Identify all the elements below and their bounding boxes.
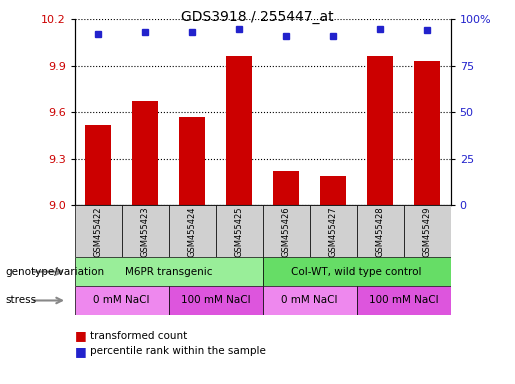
Bar [356, 205, 404, 257]
Bar [168, 286, 263, 315]
Text: GSM455428: GSM455428 [375, 206, 385, 257]
Bar [273, 171, 299, 205]
Text: 100 mM NaCl: 100 mM NaCl [369, 295, 438, 306]
Text: GSM455423: GSM455423 [141, 206, 150, 257]
Bar [216, 205, 263, 257]
Text: ■: ■ [75, 329, 87, 343]
Bar [226, 56, 252, 205]
Text: GSM455429: GSM455429 [423, 206, 432, 257]
Text: 0 mM NaCl: 0 mM NaCl [93, 295, 150, 306]
Bar [75, 286, 168, 315]
Text: M6PR transgenic: M6PR transgenic [125, 266, 212, 277]
Text: GSM455427: GSM455427 [329, 206, 338, 257]
Bar [75, 257, 263, 286]
Text: transformed count: transformed count [90, 331, 187, 341]
Bar [310, 205, 356, 257]
Bar [75, 205, 122, 257]
Text: 0 mM NaCl: 0 mM NaCl [281, 295, 338, 306]
Bar [122, 205, 168, 257]
Text: 100 mM NaCl: 100 mM NaCl [181, 295, 250, 306]
Text: GSM455422: GSM455422 [94, 206, 102, 257]
Bar [263, 286, 356, 315]
Bar [263, 257, 451, 286]
Text: GSM455425: GSM455425 [235, 206, 244, 257]
Bar [263, 205, 310, 257]
Bar [367, 56, 393, 205]
Bar [132, 101, 158, 205]
Bar [414, 61, 440, 205]
Bar [404, 205, 451, 257]
Text: stress: stress [5, 295, 36, 306]
Bar [356, 286, 451, 315]
Text: GSM455426: GSM455426 [282, 206, 290, 257]
Text: GDS3918 / 255447_at: GDS3918 / 255447_at [181, 10, 334, 23]
Text: ■: ■ [75, 345, 87, 358]
Text: genotype/variation: genotype/variation [5, 266, 104, 277]
Bar [320, 176, 346, 205]
Text: Col-WT, wild type control: Col-WT, wild type control [291, 266, 422, 277]
Bar [179, 117, 205, 205]
Bar [85, 125, 111, 205]
Text: percentile rank within the sample: percentile rank within the sample [90, 346, 266, 356]
Text: GSM455424: GSM455424 [187, 206, 197, 257]
Bar [168, 205, 216, 257]
